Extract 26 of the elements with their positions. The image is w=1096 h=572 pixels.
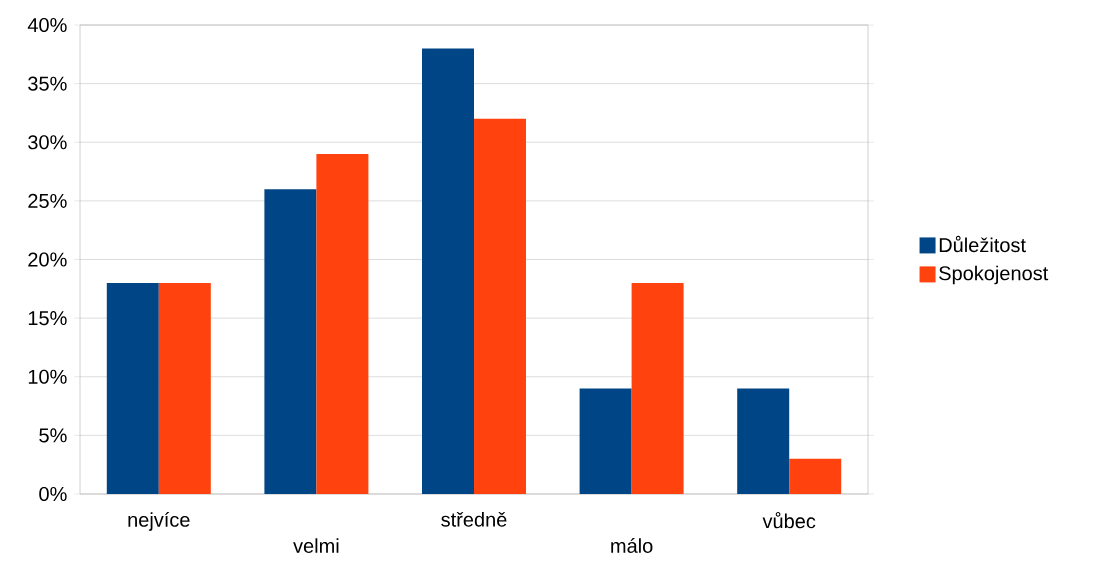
x-tick-label: málo — [611, 538, 653, 553]
legend-label: Spokojenost — [939, 265, 1049, 285]
bar — [474, 118, 526, 494]
bar — [422, 48, 474, 494]
x-tick-label: středně — [441, 511, 507, 527]
bar — [316, 153, 369, 494]
legend-label: Důležitost — [939, 235, 1026, 253]
bar — [631, 282, 684, 494]
y-tick-label: 15% — [28, 311, 67, 326]
y-tick-label: 35% — [28, 76, 67, 91]
x-tick-label: nejvíce — [128, 511, 190, 531]
y-tick-label: 40% — [27, 17, 67, 33]
y-tick-label: 25% — [28, 193, 67, 208]
bar — [264, 189, 317, 494]
y-tick-label: 30% — [28, 135, 67, 150]
y-tick-label: 20% — [28, 252, 67, 267]
bar — [106, 282, 159, 494]
x-tick-label: vůbec — [762, 511, 816, 529]
y-tick-label: 5% — [39, 428, 67, 443]
bar — [789, 458, 842, 494]
bar — [579, 388, 632, 494]
x-tick-label: velmi — [293, 538, 339, 553]
y-tick-label: 0% — [39, 486, 67, 502]
bar — [737, 388, 790, 494]
bar — [158, 282, 211, 494]
y-tick-label: 10% — [28, 369, 67, 384]
